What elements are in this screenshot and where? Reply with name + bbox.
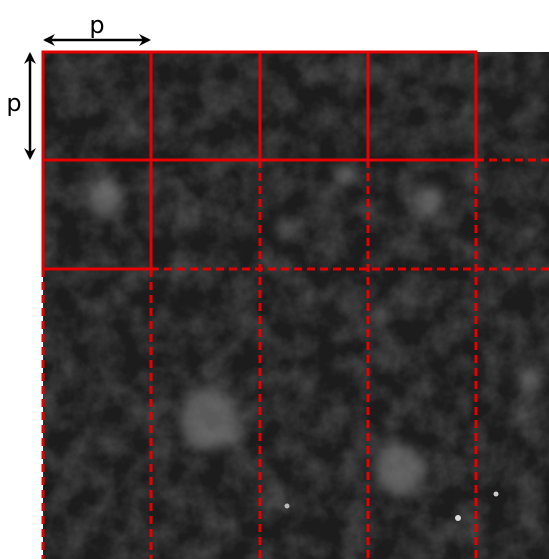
micrograph <box>43 52 549 559</box>
height-label: p <box>6 89 21 117</box>
patch-grid <box>41 50 549 559</box>
width-label: p <box>89 11 104 39</box>
